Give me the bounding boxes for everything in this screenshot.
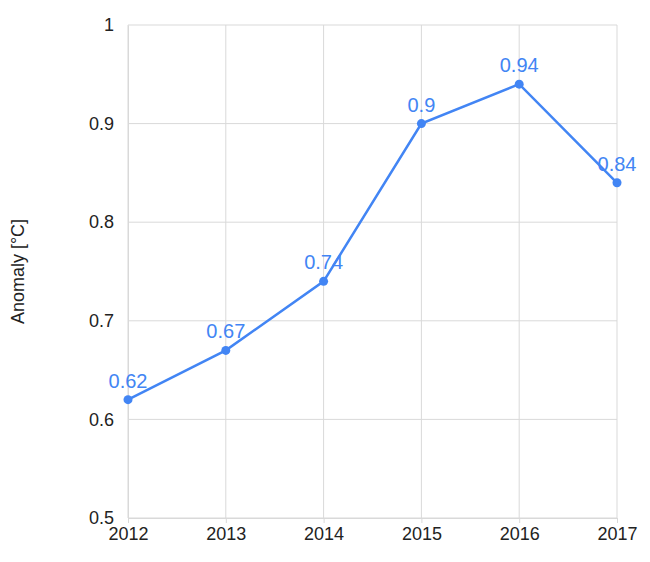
- x-tick-mark: [128, 518, 129, 523]
- grid-line: [128, 123, 617, 124]
- x-tick-mark: [519, 518, 520, 523]
- x-tick-mark: [226, 518, 227, 523]
- x-tick-mark: [617, 518, 618, 523]
- x-tick-label: 2013: [206, 524, 246, 544]
- grid: [128, 25, 617, 518]
- grid-line: [128, 320, 617, 321]
- y-axis-line: [128, 26, 129, 519]
- x-tick-mark: [324, 518, 325, 523]
- x-tick: 2013: [206, 518, 246, 544]
- grid-line: [519, 25, 520, 518]
- chart: 2012 2013 2014 2015 2016 2017 0.5 0.6 0.7 0.8 0.9 1…: [0, 0, 650, 562]
- x-axis: 2012 2013 2014 2015 2016 2017: [108, 518, 637, 544]
- data-label: 0.74: [304, 251, 343, 273]
- point: [221, 346, 230, 355]
- y-tick-label: 0.7: [89, 311, 114, 331]
- y-tick: 0.7: [89, 311, 128, 331]
- plot: 2012 2013 2014 2015 2016 2017 0.5 0.6 0.7 0.8 0.9 1…: [89, 15, 638, 544]
- y-tick-label: 0.8: [89, 212, 114, 232]
- grid-line: [128, 222, 617, 223]
- grid-line: [617, 25, 618, 518]
- y-tick-label: 0.9: [89, 114, 114, 134]
- data-label: 0.9: [407, 94, 435, 116]
- y-tick: 0.6: [89, 410, 128, 430]
- line: [128, 84, 617, 400]
- data-label: 0.94: [500, 54, 539, 76]
- y-axis-title: Anomaly [°C]: [8, 219, 28, 324]
- point: [417, 119, 426, 128]
- y-tick-label: 0.5: [89, 508, 114, 528]
- x-tick-label: 2012: [108, 524, 148, 544]
- point: [319, 277, 328, 286]
- x-tick: 2015: [402, 518, 442, 544]
- data-label: 0.67: [206, 320, 245, 342]
- x-tick-mark: [421, 518, 422, 523]
- data-labels: 0.62 0.67 0.74 0.9 0.94 0.84: [109, 54, 637, 392]
- grid-line: [128, 25, 617, 26]
- y-tick: 1: [104, 15, 128, 35]
- x-tick-label: 2014: [304, 524, 344, 544]
- point: [515, 80, 524, 89]
- y-tick: 0.8: [89, 212, 128, 232]
- x-tick: 2016: [500, 518, 540, 544]
- y-tick: 0.5: [89, 508, 128, 528]
- data-label: 0.62: [109, 370, 148, 392]
- x-tick: 2012: [108, 518, 148, 544]
- x-tick-label: 2016: [500, 524, 540, 544]
- x-tick: 2014: [304, 518, 344, 544]
- grid-line: [128, 518, 617, 519]
- x-axis-line: [129, 518, 618, 519]
- y-axis: 0.5 0.6 0.7 0.8 0.9 1: [89, 15, 129, 528]
- y-tick: 0.9: [89, 114, 128, 134]
- point: [124, 395, 133, 404]
- y-tick-label: 0.6: [89, 410, 114, 430]
- x-tick-label: 2015: [402, 524, 442, 544]
- y-tick-label: 1: [104, 15, 114, 35]
- x-tick: 2017: [597, 518, 637, 544]
- data-label: 0.84: [598, 153, 637, 175]
- grid-line: [128, 25, 129, 518]
- point: [613, 178, 622, 187]
- grid-line: [128, 419, 617, 420]
- grid-line: [225, 25, 226, 518]
- x-tick-label: 2017: [597, 524, 637, 544]
- series: [124, 80, 622, 405]
